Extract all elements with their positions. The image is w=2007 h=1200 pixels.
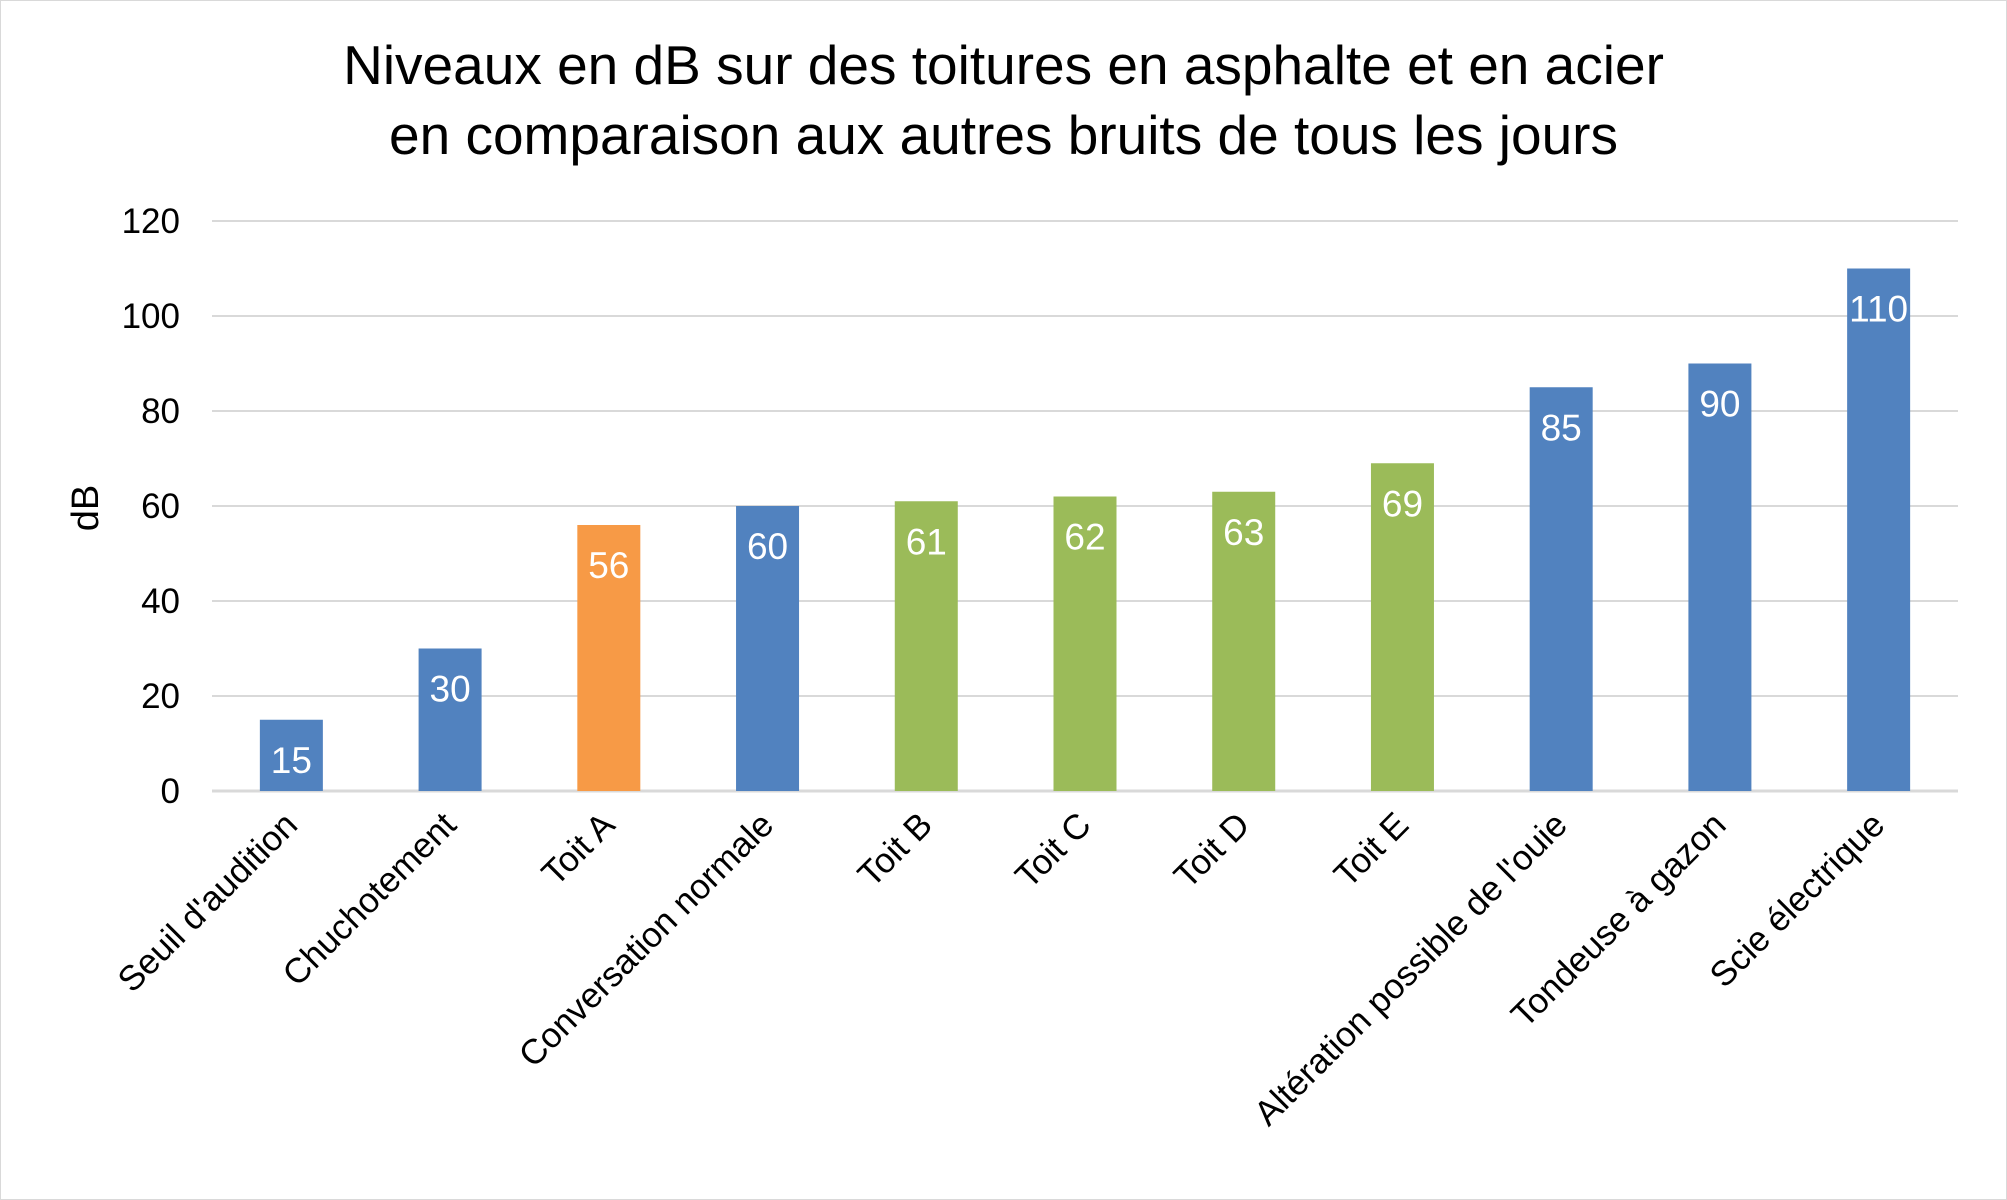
data-label: 61	[906, 521, 947, 562]
bar	[1688, 363, 1752, 791]
chart-title: Niveaux en dB sur des toitures en asphal…	[0, 30, 2007, 170]
category-label: Toit B	[850, 805, 939, 894]
bar	[259, 719, 323, 791]
category-label: Conversation normale	[512, 805, 782, 1075]
category-label: Toit E	[1327, 805, 1416, 894]
category-label: Toit D	[1167, 805, 1258, 896]
y-tick-label: 0	[161, 772, 180, 811]
chart-title-line-1: Niveaux en dB sur des toitures en asphal…	[343, 34, 1664, 96]
data-label: 30	[430, 669, 471, 710]
y-tick-label: 60	[141, 487, 180, 526]
bar	[1847, 268, 1911, 791]
data-label: 110	[1849, 289, 1908, 330]
data-label: 62	[1064, 517, 1105, 558]
bar	[1529, 387, 1593, 791]
y-tick-label: 120	[122, 202, 180, 241]
bar	[1053, 496, 1117, 791]
data-label: 56	[588, 545, 629, 586]
y-tick-labels: 0 20 40 60 80 100 120	[122, 202, 180, 811]
bar	[1212, 491, 1276, 791]
bar	[577, 525, 641, 791]
bar	[736, 506, 800, 791]
category-label: Toit C	[1008, 805, 1099, 896]
data-label: 90	[1699, 384, 1740, 425]
chart-title-line-2: en comparaison aux autres bruits de tous…	[389, 104, 1618, 166]
y-tick-label: 80	[141, 392, 180, 431]
data-label: 60	[747, 526, 788, 567]
data-label: 69	[1382, 483, 1423, 524]
bars	[259, 268, 1911, 791]
bar	[1370, 463, 1434, 791]
category-label: Altération possible de l'ouie	[1247, 805, 1575, 1133]
category-label: Seuil d'audition	[110, 805, 305, 1000]
category-label: Toit A	[534, 805, 623, 894]
data-label: 15	[271, 740, 312, 781]
data-labels: 15 30 56 60 61 62 63 69 85 90 110	[271, 289, 1908, 781]
bar	[418, 648, 482, 791]
y-axis-label: dB	[65, 485, 107, 531]
bar	[894, 501, 958, 791]
y-tick-label: 100	[122, 297, 180, 336]
y-tick-label: 20	[141, 677, 180, 716]
data-label: 85	[1541, 407, 1582, 448]
data-label: 63	[1223, 512, 1264, 553]
y-tick-label: 40	[141, 582, 180, 621]
